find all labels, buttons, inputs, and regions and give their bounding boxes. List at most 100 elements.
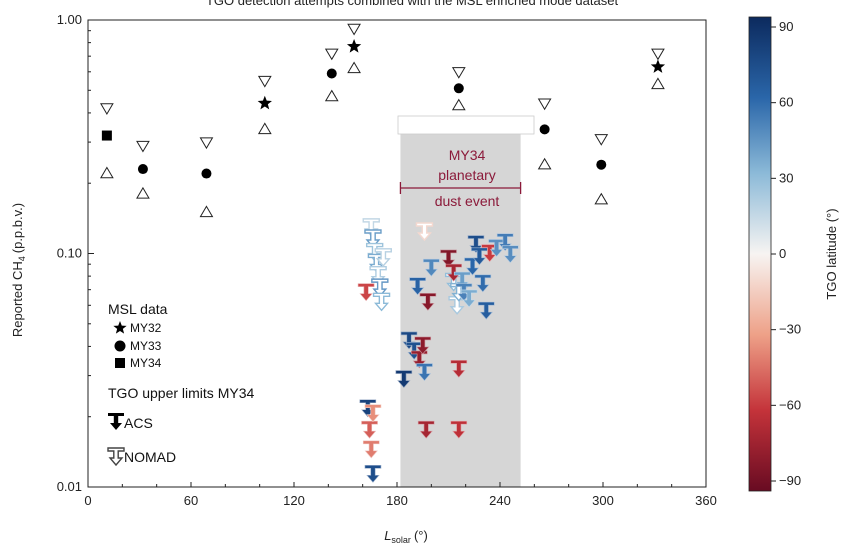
msl-my33-lower-0	[136, 186, 150, 199]
tgo-acs-limit-5	[357, 283, 375, 302]
legend-square-icon	[115, 358, 125, 368]
annotation-line3: dust event	[435, 193, 500, 209]
legend-item-nomad: NOMAD	[107, 447, 176, 467]
tgo-acs-limit-2	[362, 440, 380, 459]
annotation-line1: MY34	[449, 147, 486, 163]
colorbar: 90 60 30 0 −30 −60 −90 TGO latitude (°)	[748, 16, 839, 492]
legend-acs-arrow-icon	[108, 413, 124, 430]
y-axis-title-unit: (p.p.b.v.)	[10, 203, 25, 253]
legend-item-acs: ACS	[108, 413, 153, 431]
msl-my32-lower-1	[347, 61, 361, 74]
msl-my33-point-1	[201, 168, 212, 179]
x-tick-label-2: 120	[283, 493, 305, 508]
msl-my32-upper-2	[651, 48, 665, 61]
msl-my32-point-0	[257, 95, 272, 110]
legend-nomad-glyph	[107, 447, 125, 467]
msl-my33-lower-4	[537, 157, 552, 170]
msl-my33-point-0	[137, 164, 148, 175]
annotation-box	[397, 115, 535, 135]
tgo-acs-limit-14	[419, 293, 437, 311]
msl-my32-upper-1	[347, 23, 361, 36]
colorbar-ticks: 90 60 30 0 −30 −60 −90	[771, 19, 801, 488]
tgo-acs-limit-16	[440, 249, 457, 268]
colorbar-tick-label-2: 30	[779, 170, 793, 185]
x-axis-title-sub: solar	[391, 535, 411, 545]
x-tick-label-5: 300	[592, 493, 614, 508]
legend-label-my32: MY32	[130, 321, 162, 335]
legend-item-my34: MY34	[115, 356, 162, 370]
msl-my34-point-0	[101, 130, 112, 141]
tgo-acs-limit-19	[450, 420, 468, 439]
y-tick-label-1: 0.10	[57, 246, 82, 261]
msl-my33-lower-5	[594, 192, 609, 205]
legend-item-my32: MY32	[113, 321, 162, 335]
legend-label-my33: MY33	[130, 339, 162, 353]
colorbar-tick-label-5: −60	[779, 397, 801, 412]
tgo-nomad-limit-6	[372, 292, 391, 312]
x-tick-label-3: 180	[386, 493, 408, 508]
tgo-acs-limit-6	[395, 370, 413, 389]
tgo-acs-limit-15	[423, 258, 440, 277]
msl-my33-point-5	[596, 159, 607, 170]
tgo-acs-limit-9	[409, 277, 426, 296]
tgo-acs-limit-22	[460, 289, 478, 308]
x-axis-title: Lsolar (°)	[384, 528, 428, 545]
msl-my33-lower-3	[451, 98, 466, 111]
y-axis-title: Reported CH4 (p.p.b.v.)	[10, 203, 27, 337]
dust-event-annotation: MY34 planetary dust event	[399, 147, 522, 209]
tgo-acs-limit-1	[361, 420, 378, 439]
tgo-acs-limit-11	[414, 336, 432, 355]
plot-frame	[87, 19, 707, 488]
legend-circle-icon	[114, 340, 126, 352]
colorbar-label: TGO latitude (°)	[824, 208, 839, 299]
legend-tgo-title: TGO upper limits MY34	[108, 385, 254, 401]
legend-label-my34: MY34	[130, 356, 162, 370]
tgo-acs-limit-26	[474, 274, 492, 293]
tgo-acs-limit-31	[502, 245, 519, 264]
chart-title: TGO detection attempts combined with the…	[206, 0, 619, 8]
y-axis: 0.01 0.10 1.00	[57, 12, 94, 494]
msl-my32-point-1	[346, 39, 362, 53]
tgo-acs-limit-12	[416, 363, 433, 382]
legend-star-icon	[113, 321, 127, 334]
tgo-nomad-limit-8	[415, 222, 434, 242]
y-axis-title-sub: 4	[17, 256, 27, 261]
y-tick-label-2: 1.00	[57, 12, 82, 27]
msl-my33-upper-3	[451, 67, 466, 79]
msl-my33-point-3	[453, 83, 464, 94]
legend-tgo-title-text: TGO upper limits MY34	[108, 385, 254, 401]
msl-my33-lower-1	[199, 205, 214, 218]
msl-my33-lower-2	[324, 89, 339, 102]
x-axis: 0 60 120 180 240 300 360	[84, 482, 717, 508]
y-tick-label-0: 0.01	[57, 479, 82, 494]
x-tick-label-6: 360	[695, 493, 717, 508]
legend: MSL data MY32 MY33 MY34 TGO upper limits…	[107, 301, 254, 467]
msl-my34-lower-0	[100, 166, 114, 179]
x-axis-title-unit: (°)	[414, 528, 428, 543]
y-axis-title-main: Reported CH	[10, 261, 25, 337]
x-tick-label-4: 240	[489, 493, 511, 508]
tgo-acs-limit-4	[364, 404, 382, 423]
msl-my34-upper-0	[100, 103, 114, 115]
tgo-acs-limit-3	[364, 465, 382, 483]
msl-my32-point-2	[650, 59, 666, 73]
x-axis-title-main: L	[384, 528, 391, 543]
legend-nomad-arrow-icon	[107, 447, 125, 467]
msl-my32-lower-2	[651, 77, 665, 90]
msl-my33-upper-5	[594, 134, 609, 146]
msl-my32-lower-0	[257, 122, 272, 135]
tgo-acs-limit-27	[477, 301, 495, 320]
x-tick-label-0: 0	[84, 493, 91, 508]
colorbar-gradient	[748, 16, 772, 492]
tgo-nomad-limit-7	[374, 248, 392, 267]
msl-my33-upper-4	[537, 98, 552, 111]
msl-my33-upper-0	[136, 140, 150, 153]
data-marks	[100, 23, 666, 483]
tgo-acs-limit-18	[450, 359, 468, 378]
legend-acs-glyph	[108, 413, 124, 430]
legend-label-acs: ACS	[124, 415, 153, 431]
annotation-line2: planetary	[438, 167, 496, 183]
msl-my33-upper-1	[199, 137, 214, 150]
msl-my33-point-2	[326, 68, 337, 79]
legend-label-nomad: NOMAD	[124, 449, 176, 465]
